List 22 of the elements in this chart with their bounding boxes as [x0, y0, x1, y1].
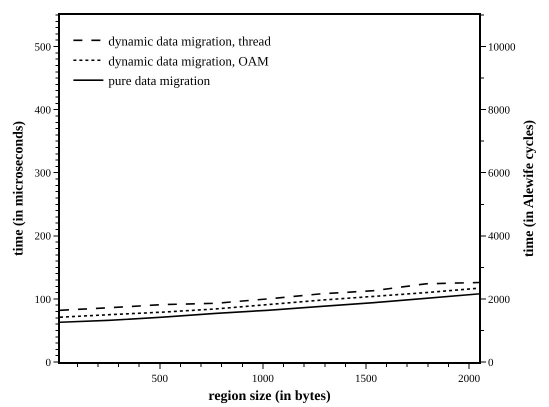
- legend-label: dynamic data migration, OAM: [108, 53, 270, 68]
- x-tick-label: 2000: [458, 372, 481, 385]
- y2-tick-label: 0: [488, 356, 494, 369]
- x-tick-label: 1000: [252, 372, 274, 385]
- y-tick-label: 0: [46, 356, 52, 369]
- legend-label: dynamic data migration, thread: [108, 33, 272, 48]
- y-tick-label: 400: [34, 104, 52, 116]
- x-axis-title: region size (in bytes): [208, 388, 331, 404]
- y2-tick-label: 4000: [488, 230, 510, 243]
- y-axis-title: time (in microseconds): [12, 120, 27, 256]
- y-tick-label: 300: [34, 168, 52, 180]
- x-tick-label: 1500: [355, 372, 378, 385]
- y-tick-label: 100: [34, 294, 52, 306]
- y-tick-label: 200: [34, 230, 52, 243]
- y2-tick-label: 6000: [488, 168, 510, 180]
- x-tick-label: 500: [152, 372, 169, 385]
- y2-tick-label: 2000: [488, 294, 510, 306]
- y-tick-label: 500: [34, 41, 52, 54]
- legend-label: pure data migration: [108, 73, 211, 88]
- y2-tick-label: 10000: [488, 41, 516, 54]
- y2-tick-label: 8000: [488, 104, 510, 116]
- y2-axis-title: time (in Alewife cycles): [522, 120, 537, 258]
